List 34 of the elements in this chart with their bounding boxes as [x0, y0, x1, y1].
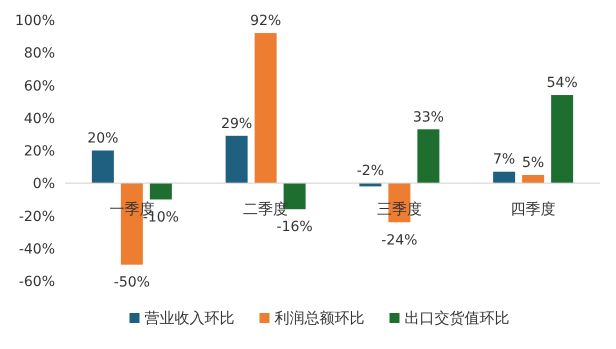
bar: [493, 172, 516, 184]
y-tick-label: 0%: [32, 176, 55, 192]
y-tick-label: 100%: [14, 13, 55, 29]
data-label: -50%: [114, 274, 150, 291]
y-tick-label: -20%: [18, 208, 55, 225]
bar: [359, 183, 382, 186]
y-tick-label: 80%: [24, 46, 55, 62]
data-label: -24%: [381, 232, 418, 248]
bar: [551, 95, 574, 184]
legend-label: 营业收入环比: [144, 309, 234, 327]
data-label: -2%: [356, 163, 384, 180]
bar: [92, 150, 114, 184]
bar: [254, 33, 277, 184]
data-label: 92%: [250, 13, 282, 30]
y-tick-label: 40%: [24, 110, 55, 127]
data-label: 5%: [522, 154, 544, 171]
data-label: 33%: [412, 109, 444, 126]
y-tick-label: 60%: [24, 78, 55, 94]
data-label: 7%: [493, 152, 516, 168]
data-label: 54%: [546, 75, 578, 92]
y-tick-label: -40%: [18, 241, 55, 258]
data-label: 29%: [221, 116, 252, 132]
legend-label: 出口交货值环比: [404, 309, 510, 327]
x-tick-label: 二季度: [243, 200, 288, 218]
data-label: -16%: [276, 219, 313, 236]
bar: [522, 174, 544, 184]
legend-label: 利润总额环比: [274, 309, 364, 327]
bar: [226, 136, 248, 184]
x-tick-label: 四季度: [510, 200, 556, 218]
bar: [417, 129, 440, 184]
y-tick-label: 20%: [24, 144, 55, 160]
y-tick-label: -60%: [18, 274, 55, 290]
bar: [150, 183, 172, 200]
data-label: 20%: [87, 130, 118, 146]
